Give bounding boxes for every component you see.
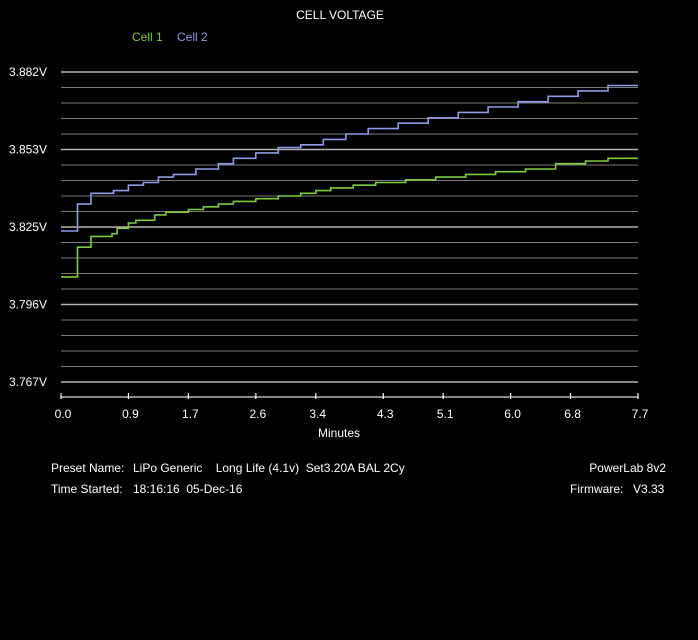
time-started-label: Time Started: <box>51 482 123 496</box>
x-axis: 0.0 0.9 1.7 2.6 3.4 4.3 5.1 6.0 6.8 7.7 <box>55 393 649 421</box>
y-tick-label: 3.767V <box>9 375 47 389</box>
x-tick-label: 6.0 <box>504 407 521 421</box>
y-axis-ticks: 3.882V 3.853V 3.825V 3.796V 3.767V <box>9 65 47 389</box>
y-tick-label: 3.853V <box>9 143 47 157</box>
x-tick-label: 0.9 <box>122 407 139 421</box>
y-tick-label: 3.882V <box>9 65 47 79</box>
y-tick-label: 3.825V <box>9 220 47 234</box>
series-line-cell-1 <box>61 157 638 278</box>
series-lines <box>61 84 638 278</box>
x-tick-label: 5.1 <box>437 407 454 421</box>
chart-title: CELL VOLTAGE <box>296 8 384 22</box>
x-tick-label: 3.4 <box>309 407 326 421</box>
preset-label: Preset Name: <box>51 461 125 475</box>
y-tick-label: 3.796V <box>9 298 47 312</box>
x-tick-label: 2.6 <box>249 407 266 421</box>
firmware-value: V3.33 <box>633 482 665 496</box>
x-axis-label: Minutes <box>318 426 360 440</box>
x-tick-label: 4.3 <box>377 407 394 421</box>
grid-lines <box>61 71 638 383</box>
x-tick-label: 6.8 <box>564 407 581 421</box>
legend-cell-2: Cell 2 <box>177 30 208 44</box>
device-name: PowerLab 8v2 <box>589 461 666 475</box>
preset-value: LiPo Generic Long Life (4.1v) Set3.20A B… <box>133 461 405 475</box>
x-tick-label: 7.7 <box>632 407 649 421</box>
firmware-label: Firmware: <box>570 482 624 496</box>
legend-cell-1: Cell 1 <box>132 30 163 44</box>
x-tick-label: 0.0 <box>55 407 72 421</box>
time-started-value: 18:16:16 05-Dec-16 <box>133 482 243 496</box>
series-line-cell-2 <box>61 84 638 232</box>
x-tick-label: 1.7 <box>182 407 199 421</box>
